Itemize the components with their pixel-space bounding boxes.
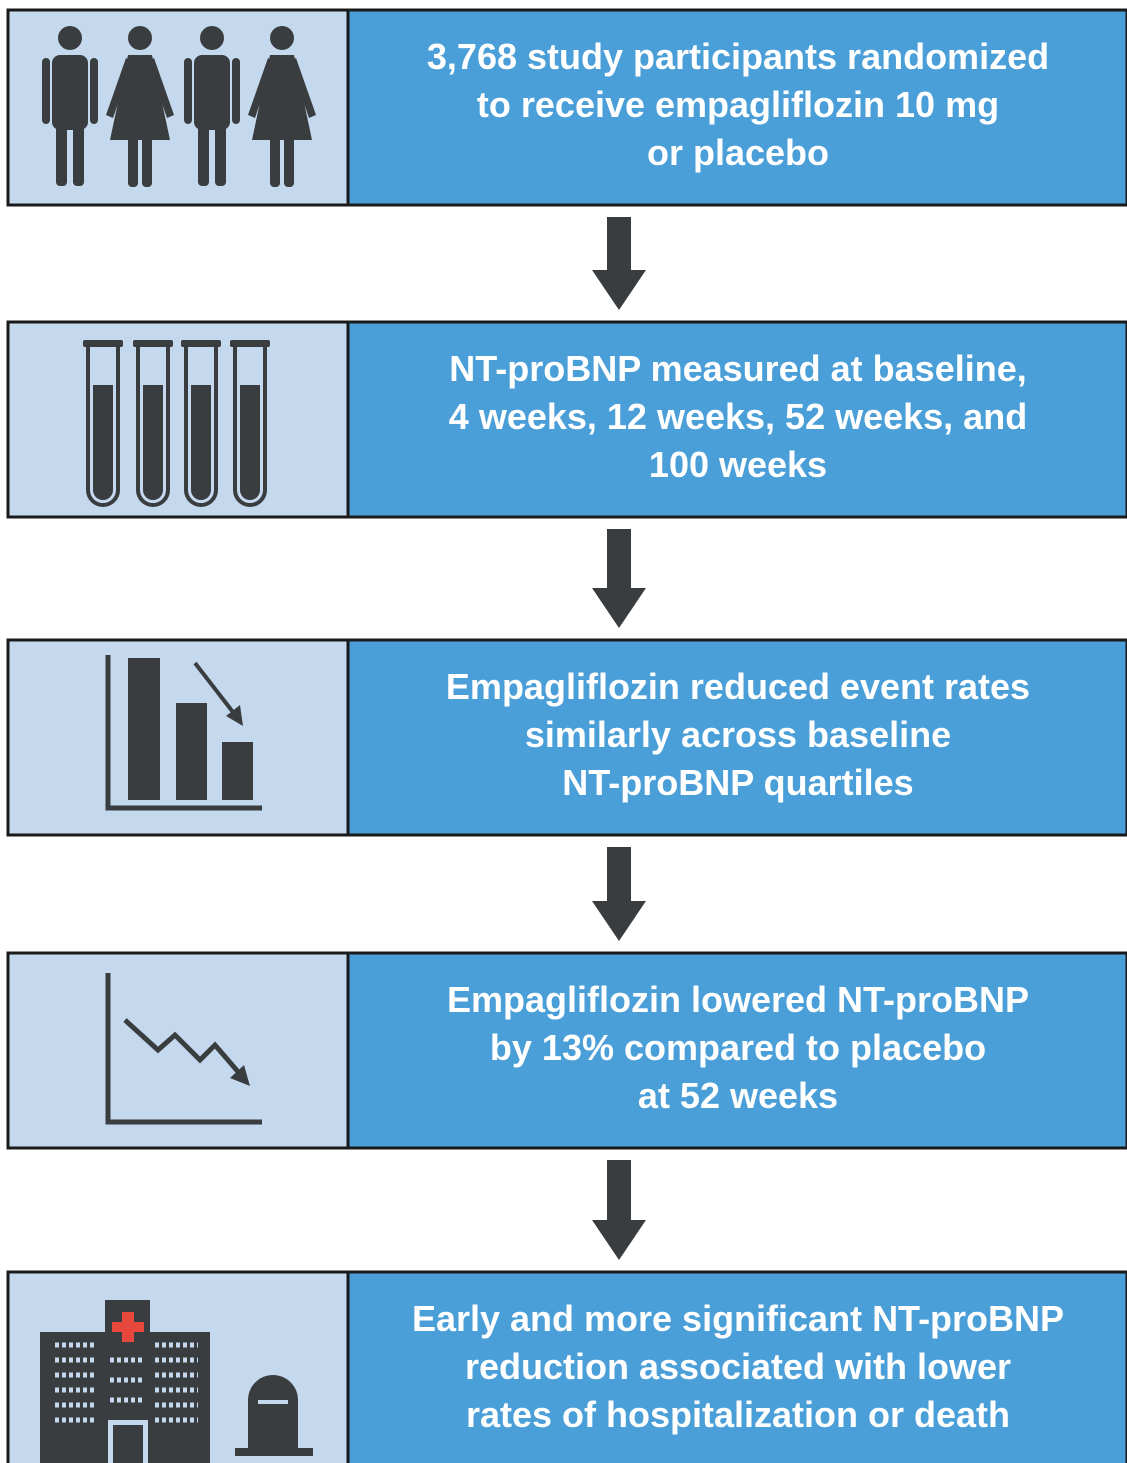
step-text-panel [346, 638, 1127, 837]
step-text: 4 weeks, 12 weeks, 52 weeks, and [449, 396, 1027, 437]
line-chart-icon [105, 973, 262, 1125]
step-text: NT-proBNP quartiles [562, 762, 913, 803]
hospital-icon [40, 1300, 313, 1463]
step-text-panel [346, 320, 1127, 519]
step-text: NT-proBNP measured at baseline, [449, 348, 1027, 389]
flow-arrow [592, 847, 646, 941]
bar-chart-icon [105, 655, 262, 811]
step-text: or placebo [647, 132, 829, 173]
step-text: reduction associated with lower [465, 1346, 1011, 1387]
step-text: rates of hospitalization or death [466, 1394, 1010, 1435]
step-text: Empagliflozin lowered NT-proBNP [447, 979, 1029, 1020]
flow-arrow [592, 1160, 646, 1260]
step-text: by 13% compared to placebo [490, 1027, 986, 1068]
step-icon-panel [6, 320, 350, 519]
flow-arrow [592, 217, 646, 310]
step-text-panel [346, 1270, 1127, 1463]
test-tubes-icon [83, 340, 270, 507]
step-text: Empagliflozin reduced event rates [446, 666, 1030, 707]
step-icon-panel [6, 951, 350, 1150]
step-text: Early and more significant NT-proBNP [412, 1298, 1064, 1339]
step-text: to receive empagliflozin 10 mg [477, 84, 999, 125]
step-text: 3,768 study participants randomized [427, 36, 1049, 77]
step-text-panel [346, 951, 1127, 1150]
step-text: at 52 weeks [638, 1075, 838, 1116]
flow-arrow [592, 529, 646, 628]
people-icon [42, 26, 316, 187]
step-text: 100 weeks [649, 444, 827, 485]
step-text-panel [346, 8, 1127, 207]
step-text: similarly across baseline [525, 714, 951, 755]
